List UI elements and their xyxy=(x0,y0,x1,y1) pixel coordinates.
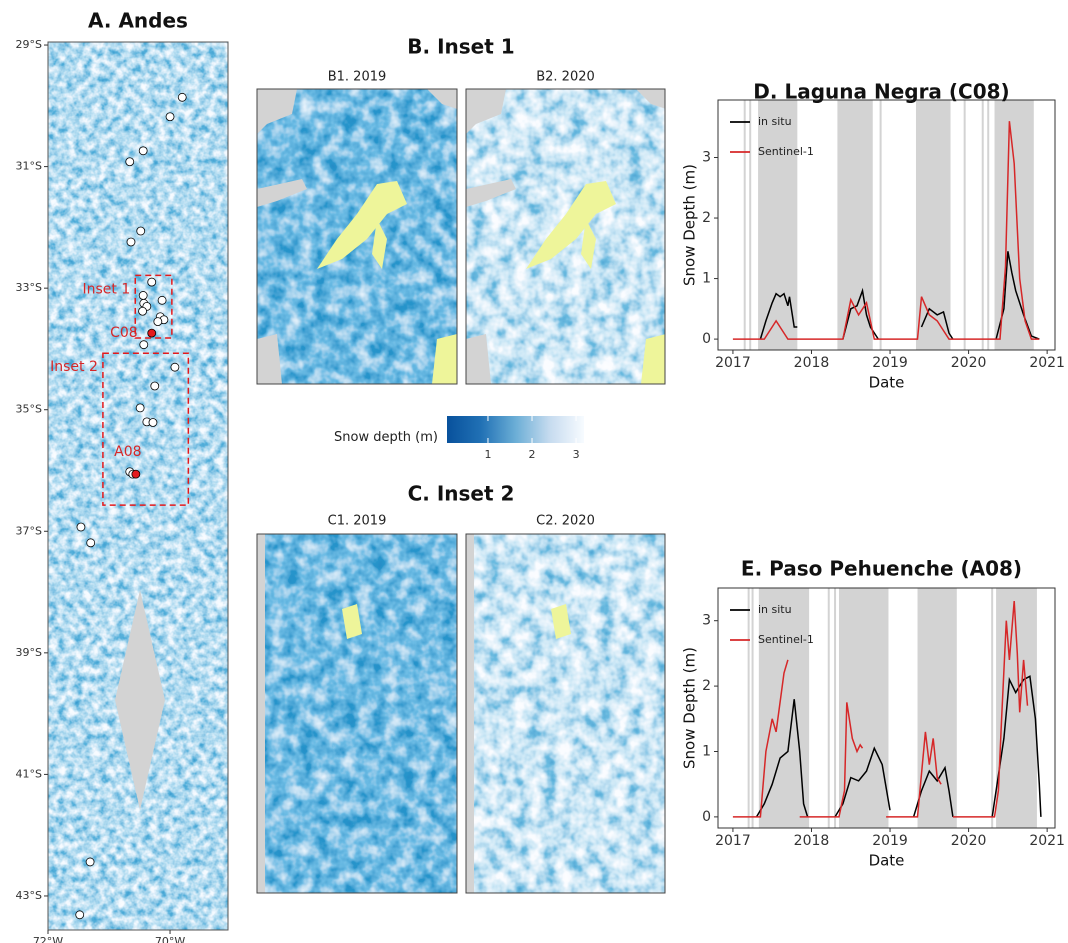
raster-image xyxy=(257,534,457,893)
panel-subtitle: B1. 2019 xyxy=(328,70,387,85)
plot-area xyxy=(733,588,1041,828)
x-tick-label: 2018 xyxy=(794,355,830,371)
x-tick-label: 2017 xyxy=(715,833,751,849)
y-tick-label: 37°S xyxy=(16,524,42,537)
x-tick-label: 2019 xyxy=(872,355,908,371)
colorbar-label: 2 xyxy=(529,448,536,461)
season-span xyxy=(837,100,872,350)
panel-title: E. Paso Pehuenche (A08) xyxy=(741,557,1022,581)
station xyxy=(137,227,145,235)
y-tick-label: 1 xyxy=(702,271,711,287)
inset-label: Inset 1 xyxy=(82,281,130,297)
inset-label: Inset 2 xyxy=(50,359,98,375)
station-label: A08 xyxy=(114,444,141,460)
map-area xyxy=(48,42,228,930)
y-tick-label: 41°S xyxy=(16,767,42,780)
station xyxy=(158,296,166,304)
station xyxy=(148,278,156,286)
legend-label: Sentinel-1 xyxy=(758,633,814,646)
raster-image xyxy=(466,89,666,384)
station-label: C08 xyxy=(110,325,138,341)
station xyxy=(171,363,179,371)
station xyxy=(151,382,159,390)
panel-subtitle: C2. 2020 xyxy=(536,514,595,529)
y-tick-label: 35°S xyxy=(16,403,42,416)
figure: 29°S 31°S 33°S 35°S 37°S 39°S 41°S 43°S 72°W 70°W… xyxy=(0,0,1068,943)
season-span xyxy=(918,588,957,828)
y-axis-label: Snow Depth (m) xyxy=(681,164,699,286)
panel-title: C. Inset 2 xyxy=(408,482,515,506)
colorbar xyxy=(447,416,584,443)
y-tick-label: 2 xyxy=(702,678,711,694)
x-tick-label: 2021 xyxy=(1029,833,1065,849)
y-tick-label: 33°S xyxy=(16,281,42,294)
station xyxy=(139,147,147,155)
season-span xyxy=(995,100,1034,350)
raster-image xyxy=(466,534,666,893)
station xyxy=(136,404,144,412)
panel-subtitle: C1. 2019 xyxy=(328,514,387,529)
y-tick-label: 3 xyxy=(702,150,711,166)
colorbar-label: 3 xyxy=(573,448,580,461)
y-tick-label: 0 xyxy=(702,809,711,825)
legend-label: in situ xyxy=(758,115,792,128)
station xyxy=(77,523,85,531)
panel-title: B. Inset 1 xyxy=(407,35,514,59)
station xyxy=(148,329,156,337)
station xyxy=(76,911,84,919)
station xyxy=(140,341,148,349)
panel-title: A. Andes xyxy=(88,9,188,33)
x-tick-label: 2017 xyxy=(715,355,751,371)
x-tick-label: 72°W xyxy=(33,935,63,943)
panel-subtitle: B2. 2020 xyxy=(536,70,595,85)
colorbar-label: 1 xyxy=(484,448,491,461)
x-tick-label: 2020 xyxy=(951,833,987,849)
x-tick-label: 70°W xyxy=(155,935,185,943)
station xyxy=(127,238,135,246)
raster-image xyxy=(257,89,457,384)
x-tick-label: 2018 xyxy=(794,833,830,849)
x-tick-label: 2020 xyxy=(951,355,987,371)
x-axis-label: Date xyxy=(869,374,905,392)
y-tick-label: 43°S xyxy=(16,889,42,902)
x-tick-label: 2019 xyxy=(872,833,908,849)
station xyxy=(139,307,147,315)
y-tick-label: 39°S xyxy=(16,646,42,659)
y-tick-label: 3 xyxy=(702,613,711,629)
station xyxy=(149,418,157,426)
legend-label: in situ xyxy=(758,603,792,616)
y-axis-label: Snow Depth (m) xyxy=(681,647,699,769)
colorbar-title: Snow depth (m) xyxy=(334,430,438,445)
y-tick-label: 1 xyxy=(702,743,711,759)
station xyxy=(132,470,140,478)
y-tick-label: 2 xyxy=(702,210,711,226)
station xyxy=(126,158,134,166)
panel-title: D. Laguna Negra (C08) xyxy=(753,80,1009,104)
y-tick-label: 0 xyxy=(702,331,711,347)
station xyxy=(178,93,186,101)
y-tick-label: 29°S xyxy=(16,38,42,51)
plot-area xyxy=(733,100,1039,350)
legend-label: Sentinel-1 xyxy=(758,145,814,158)
season-span xyxy=(759,588,809,828)
station xyxy=(87,539,95,547)
station xyxy=(139,291,147,299)
station xyxy=(166,113,174,121)
station xyxy=(86,858,94,866)
station xyxy=(154,318,162,326)
x-tick-label: 2021 xyxy=(1029,355,1065,371)
x-axis-label: Date xyxy=(869,852,905,870)
y-tick-label: 31°S xyxy=(16,160,42,173)
